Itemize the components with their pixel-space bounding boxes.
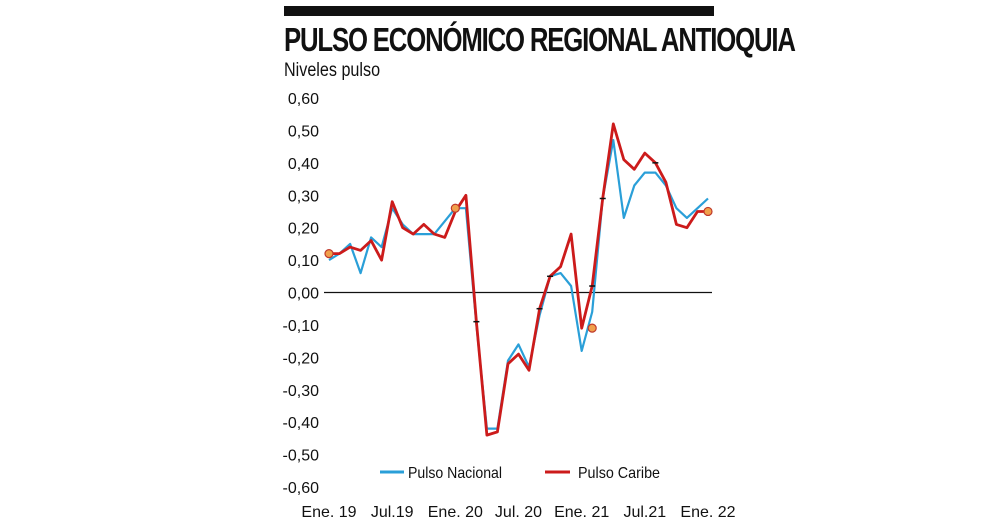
x-tick-label: Ene. 21 (554, 504, 609, 521)
y-tick-label: 0,40 (288, 156, 319, 173)
x-tick-label: Jul.19 (371, 504, 414, 521)
title-bar (284, 6, 714, 16)
y-axis: -0,60 -0,50 -0,40 -0,30 -0,20 -0,10 0,00 0,10 0,… (283, 91, 320, 497)
y-tick-label: -0,50 (283, 448, 320, 465)
series-layer (328, 122, 709, 437)
highlight-marker (324, 249, 334, 259)
y-tick-label: 0,50 (288, 123, 319, 140)
highlight-marker (587, 323, 597, 333)
y-tick-label: -0,10 (283, 318, 320, 335)
highlight-marker (703, 206, 713, 217)
y-tick-label: 0,30 (288, 188, 319, 205)
legend-label-caribe: Pulso Caribe (578, 465, 660, 482)
y-tick-label: -0,60 (283, 480, 320, 497)
y-tick-label: 0,20 (288, 221, 319, 238)
x-tick-label: Jul.21 (623, 504, 666, 521)
legend: Pulso Nacional Pulso Caribe (380, 465, 660, 482)
y-tick-label: 0,10 (288, 253, 319, 270)
x-tick-label: Jul. 20 (495, 504, 542, 521)
x-axis: Ene. 19 Jul.19 Ene. 20 Jul. 20 Ene. 21 Jul.21… (301, 504, 735, 521)
x-tick-label: Ene. 22 (680, 504, 735, 521)
y-tick-label: 0,60 (288, 91, 319, 108)
x-tick-label: Ene. 19 (301, 504, 356, 521)
highlight-marker (450, 203, 460, 213)
y-tick-label: -0,30 (283, 383, 320, 400)
chart-subtitle: Niveles pulso (284, 60, 381, 81)
marker-layer (324, 203, 713, 333)
series-line-pulso-caribe (329, 122, 708, 437)
series-line-pulso-nacional (328, 139, 709, 430)
legend-label-nacional: Pulso Nacional (408, 465, 502, 482)
y-tick-label: -0,20 (283, 350, 320, 367)
x-tick-label: Ene. 20 (428, 504, 483, 521)
y-tick-label: 0,00 (288, 286, 319, 303)
y-tick-label: -0,40 (283, 415, 320, 432)
